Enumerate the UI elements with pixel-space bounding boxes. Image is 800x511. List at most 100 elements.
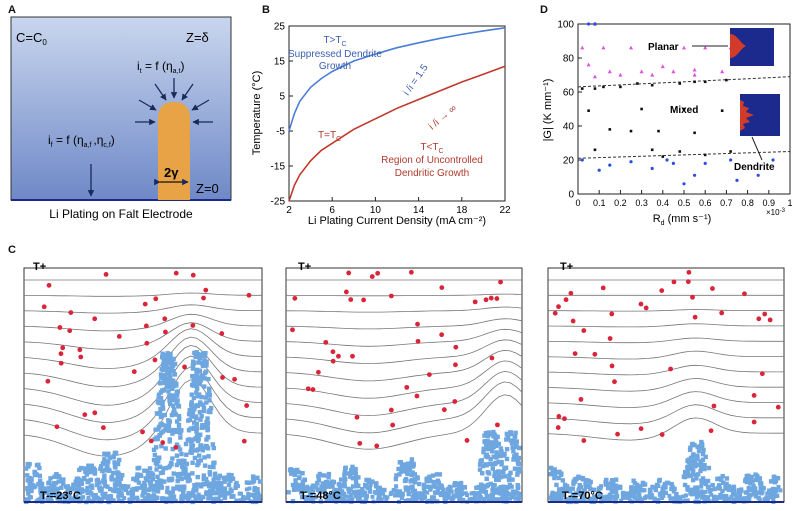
dendrite-cell bbox=[508, 438, 513, 443]
dendrite-cell bbox=[583, 484, 588, 489]
dendrite-cell bbox=[247, 486, 252, 491]
dendrite-cell bbox=[602, 495, 607, 500]
dendrite-cell bbox=[156, 486, 161, 491]
dendrite-cell bbox=[505, 435, 511, 440]
dendrite-cell bbox=[517, 445, 522, 451]
isotherm-line bbox=[23, 379, 263, 457]
dendrite-cell bbox=[173, 498, 178, 504]
point-dendrite bbox=[650, 166, 654, 171]
li-ion-particle bbox=[600, 285, 606, 291]
dendrite-cell bbox=[737, 489, 742, 494]
dendrite-cell bbox=[485, 434, 490, 439]
dendrite-cell bbox=[609, 480, 615, 485]
dendrite-cell bbox=[193, 354, 198, 359]
dendrite-cell bbox=[192, 436, 197, 442]
panel-c-simulations: T+ T-=23°C T+ T-=48°C T+ T-=70°C bbox=[23, 261, 785, 505]
li-ion-particle bbox=[609, 311, 615, 317]
point-mixed bbox=[725, 78, 728, 82]
point-mixed bbox=[682, 107, 686, 111]
point-planar bbox=[650, 72, 655, 77]
dendrite-cell bbox=[167, 401, 173, 407]
dendrite-cell bbox=[114, 478, 119, 483]
x-tick-label: 1 bbox=[787, 198, 792, 208]
dendrite-cell bbox=[731, 489, 736, 494]
dendrite-cell bbox=[729, 494, 734, 499]
panel-d-chart: 0 0.1 0.2 0.3 0.4 0.5 0.6 0.7 0.8 0.9 1 0 20 40 60 80 10… bbox=[542, 20, 793, 228]
dendrite-cell bbox=[727, 484, 732, 489]
dendrite-cell bbox=[435, 489, 440, 494]
dendrite-cell bbox=[194, 486, 199, 491]
dendrite-cell bbox=[629, 489, 634, 494]
dendrite-cell bbox=[294, 482, 299, 487]
dendrite-cell bbox=[484, 452, 490, 457]
dendrite-cell bbox=[95, 495, 100, 501]
dendrite-cell bbox=[286, 490, 291, 495]
dendrite-cell bbox=[126, 484, 131, 489]
dendrite-cell bbox=[103, 461, 108, 466]
dendrite-cell bbox=[52, 485, 57, 490]
dendrite-cell bbox=[699, 465, 704, 470]
dendrite-cell bbox=[190, 438, 195, 443]
dendrite-cell bbox=[201, 473, 207, 478]
dendrite-cell bbox=[421, 486, 427, 491]
dendrite-cell bbox=[253, 497, 258, 502]
dendrite-cell bbox=[25, 473, 30, 478]
dendrite-cell bbox=[135, 472, 140, 477]
dendrite-cell bbox=[222, 486, 228, 491]
dendrite-cell bbox=[491, 484, 496, 489]
dendrite-cell bbox=[98, 466, 103, 471]
dendrite-cell bbox=[55, 486, 60, 492]
dendrite-cell bbox=[447, 484, 452, 489]
li-ion-particle bbox=[638, 301, 644, 307]
dendrite-cell bbox=[120, 493, 125, 498]
dendrite-cell bbox=[207, 472, 213, 477]
dendrite-cell bbox=[189, 392, 194, 397]
dendrite-cell bbox=[175, 484, 180, 489]
li-ion-particle bbox=[58, 360, 64, 366]
dendrite-cell bbox=[733, 492, 738, 497]
dendrite-cell bbox=[186, 428, 192, 433]
dendrite-cell bbox=[120, 498, 125, 503]
dendrite-cell bbox=[407, 467, 412, 472]
dendrite-cell bbox=[350, 464, 355, 470]
point-mixed bbox=[678, 82, 682, 85]
dendrite-cell bbox=[166, 389, 171, 394]
dendrite-cell bbox=[187, 491, 192, 496]
dendrite-cell bbox=[143, 496, 148, 501]
li-ion-particle bbox=[82, 412, 88, 418]
isotherm-line bbox=[547, 391, 784, 408]
dendrite-cell bbox=[410, 484, 415, 490]
dendrite-cell bbox=[165, 366, 171, 371]
dendrite-cell bbox=[99, 487, 104, 492]
y-tick-label: 80 bbox=[563, 54, 575, 65]
dendrite-cell bbox=[305, 484, 310, 489]
dendrite-cell bbox=[513, 496, 518, 501]
dendrite-cell bbox=[484, 494, 489, 499]
point-dendrite bbox=[587, 22, 591, 26]
dendrite-cell bbox=[160, 388, 165, 393]
x-tick-label: 10 bbox=[370, 205, 382, 216]
sim-frame bbox=[23, 267, 263, 503]
li-ion-particle bbox=[483, 297, 489, 303]
dendrite-cell bbox=[88, 477, 93, 483]
dendrite-cell bbox=[768, 493, 773, 498]
dendrite-cell bbox=[175, 389, 181, 394]
dendrite-cell bbox=[159, 430, 164, 436]
dendrite-cell bbox=[557, 498, 562, 503]
dendrite-cell bbox=[753, 494, 759, 499]
li-ion-particle bbox=[453, 344, 459, 350]
dendrite-cell bbox=[446, 493, 451, 498]
dendrite-cell bbox=[516, 496, 521, 501]
dendrite-cell bbox=[422, 494, 427, 499]
dendrite-cell bbox=[459, 491, 464, 497]
dendrite-cell bbox=[650, 484, 655, 490]
dendrite-cell bbox=[560, 478, 566, 483]
dendrite-cell bbox=[355, 483, 360, 489]
dendrite-cell bbox=[167, 394, 173, 400]
dendrite-cell bbox=[65, 491, 70, 496]
dendrite-cell bbox=[166, 420, 172, 426]
dendrite-cell bbox=[200, 360, 205, 366]
dendrite-cell bbox=[350, 484, 356, 489]
dendrite-cell bbox=[367, 489, 373, 494]
dendrite-cell bbox=[197, 495, 202, 500]
